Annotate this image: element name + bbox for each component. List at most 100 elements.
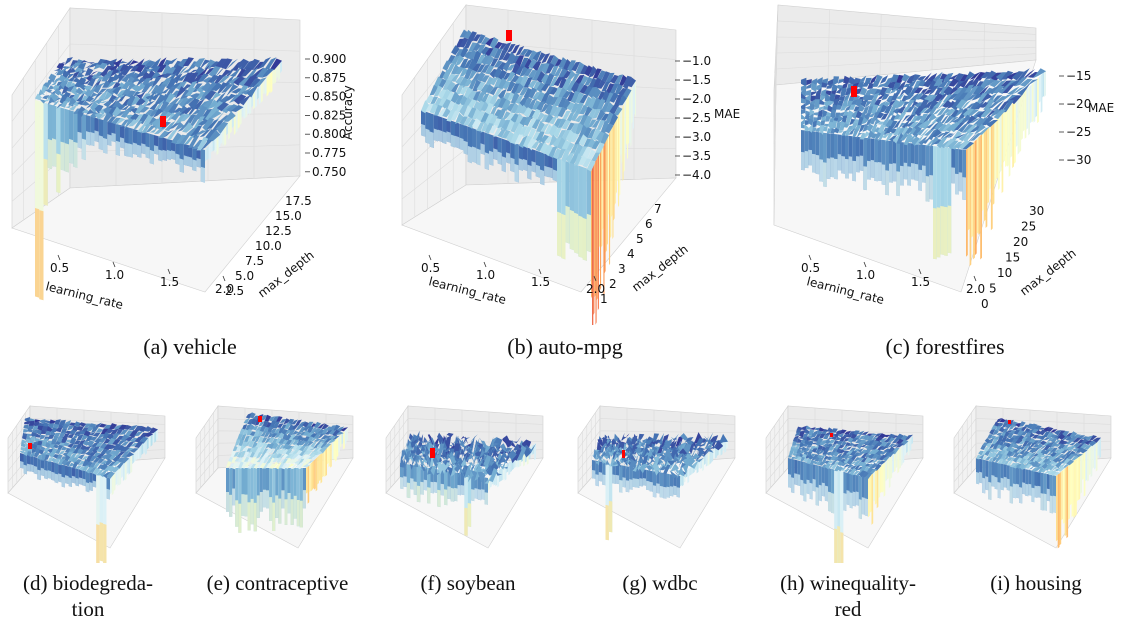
surface-top-patch bbox=[504, 447, 513, 453]
surface-front-band bbox=[493, 148, 498, 161]
surface-top-patch bbox=[68, 462, 75, 467]
surface-front-band bbox=[269, 497, 273, 521]
surface-front-band bbox=[808, 149, 812, 166]
surface-top-patch bbox=[451, 55, 460, 65]
surface-top-patch bbox=[848, 76, 856, 86]
surface-top-patch bbox=[933, 87, 944, 97]
surface-front-band bbox=[244, 494, 248, 517]
surface-top-patch bbox=[76, 426, 84, 432]
x-tick-mark bbox=[808, 254, 812, 261]
surface-top-patch bbox=[52, 85, 60, 92]
surface-top-patch bbox=[801, 87, 807, 96]
surface-side-strip bbox=[495, 471, 498, 487]
surface-top-patch bbox=[20, 447, 25, 452]
surface-top-patch bbox=[141, 83, 152, 93]
surface-top-patch bbox=[859, 86, 868, 96]
grid-line bbox=[7, 418, 166, 450]
surface-top-patch bbox=[527, 110, 537, 120]
surface-top-patch bbox=[811, 448, 818, 453]
surface-top-patch bbox=[1016, 427, 1023, 433]
surface-top-patch bbox=[674, 460, 683, 464]
surface-top-patch bbox=[822, 105, 829, 110]
surface-top-patch bbox=[183, 134, 196, 145]
surface-top-patch bbox=[459, 46, 469, 58]
surface-top-patch bbox=[268, 442, 276, 450]
surface-top-patch bbox=[566, 70, 576, 81]
surface-top-patch bbox=[871, 448, 880, 456]
surface-top-patch bbox=[292, 443, 300, 451]
y-tick-label: 6 bbox=[645, 217, 653, 231]
surface-top-patch bbox=[455, 38, 464, 48]
surface-top-patch bbox=[1017, 429, 1024, 438]
surface-top-patch bbox=[855, 99, 863, 108]
surface-top-patch bbox=[515, 83, 524, 94]
surface-side-strip bbox=[873, 471, 875, 502]
surface-top-patch bbox=[982, 454, 988, 460]
surface-top-patch bbox=[1026, 456, 1033, 461]
surface-side-strip bbox=[1017, 96, 1020, 155]
surface-top-patch bbox=[92, 467, 101, 475]
surface-front-band bbox=[420, 481, 424, 495]
surface-top-patch bbox=[540, 93, 550, 105]
surface-top-patch bbox=[62, 423, 70, 430]
surface-plot-winequality-red bbox=[765, 405, 924, 563]
surface-top-patch bbox=[266, 458, 273, 464]
surface-top-patch bbox=[840, 87, 847, 97]
surface-top-patch bbox=[870, 133, 878, 139]
surface-top-patch bbox=[832, 76, 840, 86]
surface-top-patch bbox=[997, 422, 1004, 427]
surface-top-patch bbox=[292, 439, 300, 446]
surface-front-band bbox=[37, 469, 41, 481]
surface-top-patch bbox=[442, 99, 451, 111]
surface-top-patch bbox=[986, 448, 993, 453]
surface-top-patch bbox=[70, 86, 79, 95]
surface-top-patch bbox=[268, 416, 275, 422]
surface-top-patch bbox=[84, 451, 93, 456]
surface-top-patch bbox=[268, 437, 275, 443]
surface-top-patch bbox=[88, 452, 97, 457]
surface-front-band bbox=[622, 477, 626, 488]
surface-front-band bbox=[433, 128, 438, 142]
surface-top-patch bbox=[61, 85, 70, 95]
surface-side-strip bbox=[999, 114, 1002, 173]
surface-side-strip bbox=[314, 458, 316, 490]
surface-top-patch bbox=[241, 461, 248, 469]
surface-side-strip bbox=[609, 131, 611, 266]
surface-top-patch bbox=[23, 429, 29, 433]
surface-top-patch bbox=[468, 440, 477, 452]
surface-top-patch bbox=[604, 434, 610, 442]
surface-top-patch bbox=[1013, 429, 1021, 435]
surface-top-patch bbox=[1036, 448, 1044, 455]
surface-top-patch bbox=[819, 433, 826, 439]
surface-top-patch bbox=[43, 98, 51, 102]
y-tick-label: 2.5 bbox=[225, 284, 244, 298]
surface-top-patch bbox=[83, 85, 93, 93]
surface-top-patch bbox=[873, 118, 881, 128]
surface-front-band bbox=[552, 169, 557, 182]
surface-top-patch bbox=[818, 106, 824, 112]
surface-top-patch bbox=[840, 106, 847, 111]
surface-top-patch bbox=[256, 463, 263, 469]
surface-top-patch bbox=[135, 97, 146, 106]
surface-front-band bbox=[39, 210, 44, 301]
surface-top-patch bbox=[918, 135, 928, 146]
surface-top-patch bbox=[1065, 446, 1073, 452]
surface-top-patch bbox=[502, 111, 511, 121]
surface-top-patch bbox=[288, 449, 296, 456]
surface-top-patch bbox=[109, 64, 119, 74]
surface-top-patch bbox=[502, 61, 512, 72]
surface-front-band bbox=[472, 146, 477, 163]
surface-top-patch bbox=[867, 95, 875, 101]
surface-top-patch bbox=[889, 134, 898, 142]
surface-front-band bbox=[619, 479, 623, 493]
surface-top-patch bbox=[46, 426, 53, 432]
surface-front-band bbox=[1025, 483, 1029, 497]
surface-top-patch bbox=[324, 430, 333, 435]
surface-top-patch bbox=[848, 431, 856, 436]
surface-top-patch bbox=[801, 103, 806, 110]
surface-side-strip bbox=[121, 464, 123, 479]
z-tick-label: 0.775 bbox=[312, 146, 346, 160]
surface-top-patch bbox=[1026, 423, 1034, 430]
surface-top-patch bbox=[978, 126, 990, 135]
surface-top-patch bbox=[1055, 461, 1063, 469]
